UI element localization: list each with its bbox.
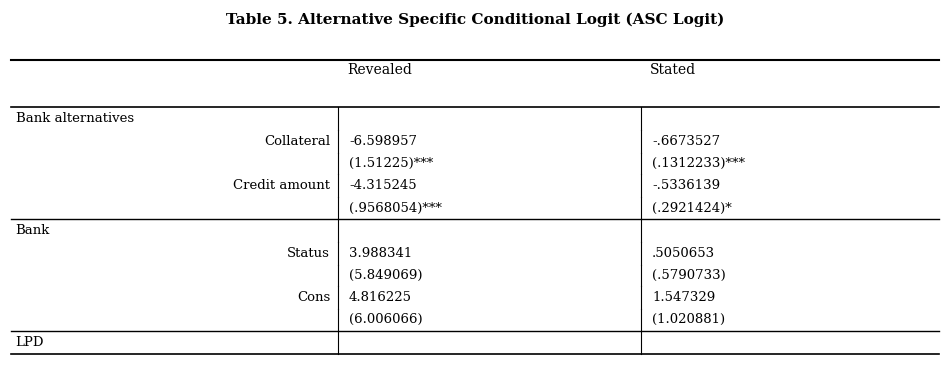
Text: -6.598957: -6.598957 [349, 135, 417, 148]
Text: 1.547329: 1.547329 [652, 291, 715, 304]
Text: Stated: Stated [650, 63, 696, 77]
Text: (1.020881): (1.020881) [652, 313, 725, 326]
Text: (.5790733): (.5790733) [652, 269, 726, 282]
Text: (.1312233)***: (.1312233)*** [652, 157, 745, 170]
Text: Cons: Cons [296, 291, 330, 304]
Text: LPD: LPD [15, 336, 44, 349]
Text: (.9568054)***: (.9568054)*** [349, 202, 442, 214]
Text: (.2921424)*: (.2921424)* [652, 202, 732, 214]
Text: -4.315245: -4.315245 [349, 179, 417, 192]
Text: (6.006066): (6.006066) [349, 313, 423, 326]
Text: Bank alternatives: Bank alternatives [15, 112, 134, 125]
Text: .5050653: .5050653 [652, 247, 715, 260]
Text: Collateral: Collateral [264, 135, 330, 148]
Text: 3.988341: 3.988341 [349, 247, 412, 260]
Text: Bank: Bank [15, 224, 50, 237]
Text: (5.849069): (5.849069) [349, 269, 423, 282]
Text: Credit amount: Credit amount [233, 179, 330, 192]
Text: (1.51225)***: (1.51225)*** [349, 157, 433, 170]
Text: 4.816225: 4.816225 [349, 291, 412, 304]
Text: Table 5. Alternative Specific Conditional Logit (ASC Logit): Table 5. Alternative Specific Conditiona… [226, 12, 724, 27]
Text: -.6673527: -.6673527 [652, 135, 720, 148]
Text: Status: Status [287, 247, 330, 260]
Text: -.5336139: -.5336139 [652, 179, 720, 192]
Text: Revealed: Revealed [347, 63, 412, 77]
